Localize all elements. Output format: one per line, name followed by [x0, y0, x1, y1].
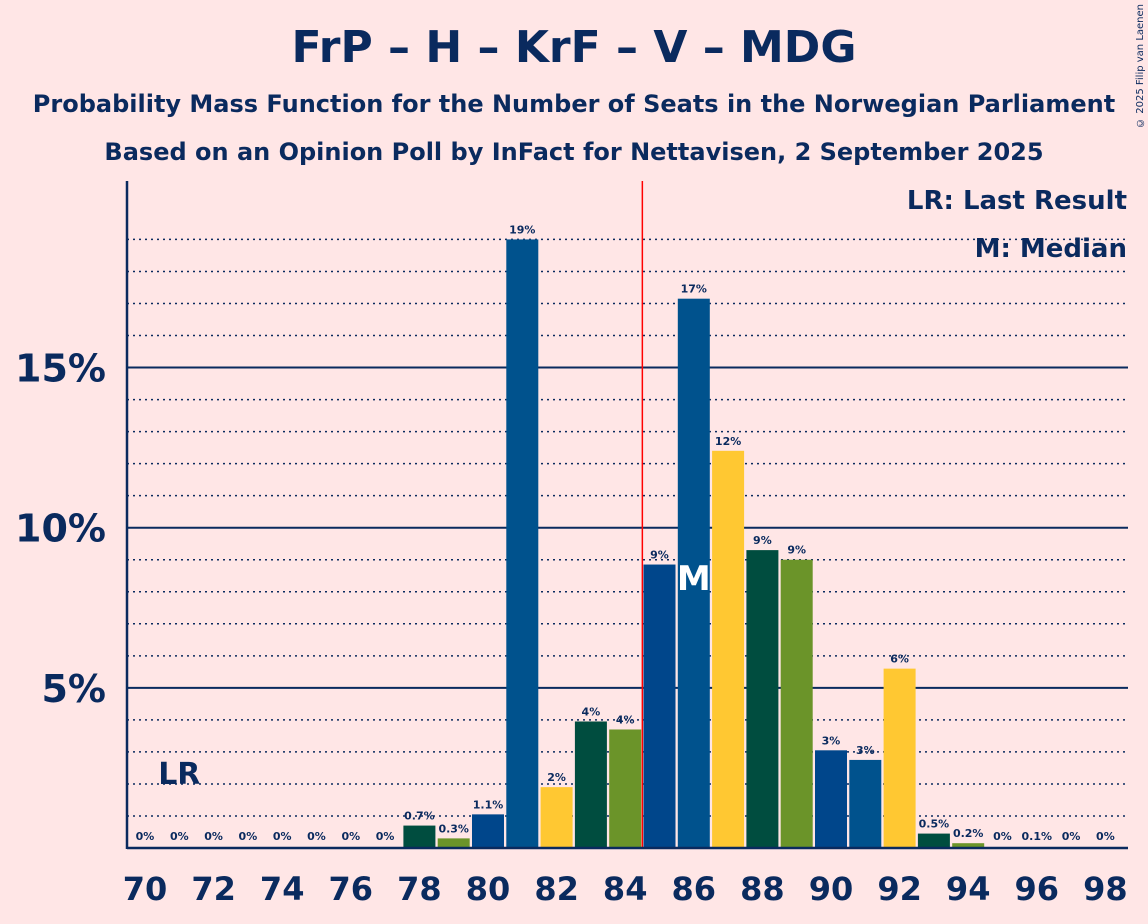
x-tick-label: 90 — [809, 870, 854, 908]
x-tick-label: 70 — [123, 870, 168, 908]
y-tick-label: 15% — [15, 347, 106, 391]
x-tick-label: 76 — [329, 870, 374, 908]
bar-seat-79 — [437, 838, 470, 848]
y-tick-label: 10% — [15, 507, 106, 551]
data-label: 12% — [715, 435, 741, 448]
bar-seat-89 — [780, 559, 813, 848]
bar-seat-87 — [712, 450, 745, 848]
x-tick-label: 98 — [1083, 870, 1128, 908]
data-label: 0% — [1062, 830, 1081, 843]
bar-seat-80 — [472, 814, 504, 848]
data-label: 9% — [753, 534, 772, 547]
data-label: 0% — [376, 830, 395, 843]
data-label: 0% — [273, 830, 292, 843]
legend-median: M: Median — [975, 234, 1127, 264]
chart-title: FrP – H – KrF – V – MDG — [291, 22, 857, 73]
bar-seat-83 — [574, 721, 607, 848]
bar-seat-90 — [815, 750, 847, 848]
x-tick-label: 96 — [1015, 870, 1060, 908]
data-label: 2% — [547, 771, 566, 784]
bar-seat-85 — [643, 564, 676, 848]
x-tick-label: 78 — [397, 870, 442, 908]
bar-seat-94 — [952, 843, 985, 848]
x-tick-label: 92 — [877, 870, 922, 908]
data-label: 1.1% — [473, 798, 504, 811]
data-label: 3% — [822, 734, 841, 747]
bar-seat-78 — [403, 825, 436, 848]
legend-last-result: LR: Last Result — [907, 186, 1127, 216]
x-tick-label: 74 — [260, 870, 305, 908]
x-tick-label: 82 — [534, 870, 579, 908]
bar-seat-81 — [506, 239, 539, 848]
data-label: 0.2% — [953, 827, 984, 840]
data-label: 19% — [509, 223, 535, 236]
data-label: 17% — [681, 283, 707, 296]
data-label: 0% — [993, 830, 1012, 843]
data-label: 0% — [136, 830, 155, 843]
bar-seat-82 — [540, 787, 573, 848]
data-labels: 0% 0% 0% 0% 0% 0% 0% 0% 0.7%0.3% 1.1% 19% 2% 4% 4% 9% 1… — [136, 223, 1115, 843]
data-label: 0.7% — [404, 810, 435, 823]
data-label: 0% — [239, 830, 258, 843]
x-tick-label: 94 — [946, 870, 991, 908]
data-label: 0% — [170, 830, 189, 843]
chart-subtitle-source: Based on an Opinion Poll by InFact for N… — [104, 138, 1044, 166]
bar-seat-86 — [677, 298, 710, 848]
data-label: 0.5% — [919, 818, 950, 831]
data-label: 0% — [341, 830, 360, 843]
axes: 5% 10% 15% 70 72 74 76 78 80 82 84 86 88 90 92 94 96 98 — [15, 181, 1128, 908]
x-tick-label: 84 — [603, 870, 648, 908]
grid-lines — [127, 181, 1128, 848]
data-label: 4% — [582, 705, 601, 718]
y-tick-label: 5% — [41, 667, 106, 711]
data-label: 4% — [616, 713, 635, 726]
bars — [403, 239, 985, 848]
data-label: 3% — [856, 744, 875, 757]
data-label: 9% — [787, 544, 806, 557]
x-tick-label: 80 — [466, 870, 511, 908]
data-label: 0.3% — [438, 822, 469, 835]
data-label: 0% — [1096, 830, 1115, 843]
bar-seat-93 — [917, 833, 950, 848]
data-label: 0% — [204, 830, 223, 843]
bar-seat-92 — [883, 668, 916, 848]
bar-seat-84 — [609, 729, 642, 848]
x-tick-label: 72 — [191, 870, 236, 908]
last-result-marker: LR — [158, 757, 200, 792]
data-label: 0.1% — [1022, 830, 1053, 843]
x-tick-label: 86 — [672, 870, 717, 908]
chart-subtitle: Probability Mass Function for the Number… — [32, 90, 1116, 118]
data-label: 0% — [307, 830, 326, 843]
median-marker: M — [677, 559, 711, 599]
bar-seat-88 — [746, 550, 779, 848]
data-label: 6% — [890, 653, 909, 666]
x-tick-label: 88 — [740, 870, 785, 908]
data-label: 9% — [650, 549, 669, 562]
bar-seat-91 — [849, 759, 882, 848]
